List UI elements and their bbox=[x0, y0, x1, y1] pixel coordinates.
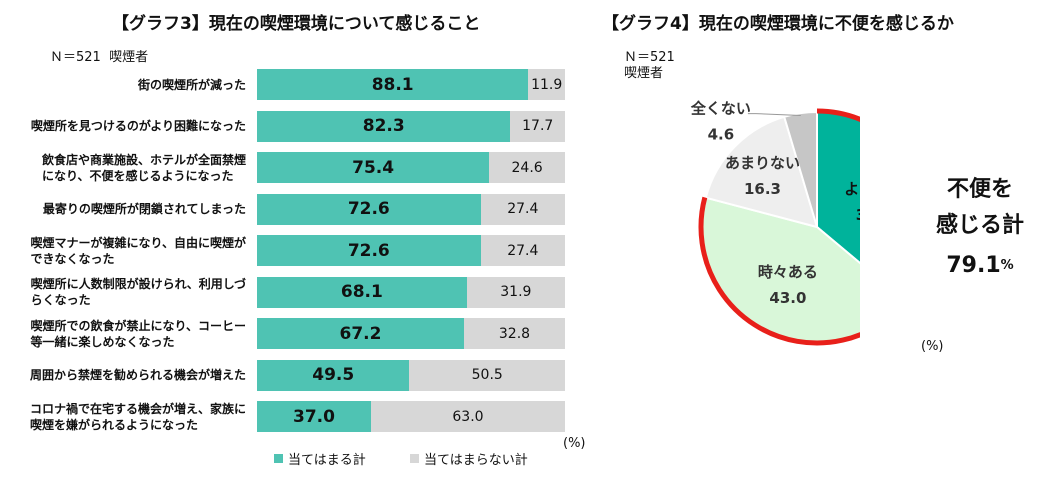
graph3-bar-row: 72.6 27.4 bbox=[257, 193, 565, 225]
graph3-sample-size: Ｎ＝521 bbox=[50, 50, 101, 65]
graph3-bar-row: 88.1 11.9 bbox=[257, 69, 565, 100]
graph3-bar-disagree: 31.9 bbox=[466, 276, 565, 308]
graph3-category-label: 飲食店や商業施設、ホテルが全面禁煙 になり、不便を感じるようになった bbox=[10, 149, 246, 186]
graph4-sample-size: Ｎ＝521 bbox=[624, 50, 675, 65]
graph3-category-label: 周囲から禁煙を勧められる機会が増えた bbox=[10, 357, 246, 394]
graph3-bar-row: 72.6 27.4 bbox=[257, 235, 565, 266]
graph3-legend-item-agree: 当てはまる計 bbox=[274, 449, 366, 468]
graph3-legend-item-disagree: 当てはまらない計 bbox=[410, 449, 528, 468]
graph4-leader-line bbox=[747, 113, 801, 116]
graph3-category-text: 周囲から禁煙を勧められる機会が増えた bbox=[29, 368, 246, 382]
graph3-bar-row: 49.5 50.5 bbox=[257, 359, 565, 391]
graph3-bar-disagree: 11.9 bbox=[528, 69, 565, 100]
graph4-summary: 不便を 感じる計 79.1% bbox=[930, 172, 1030, 284]
graph4-pie-slice bbox=[704, 115, 819, 229]
graph3-category-label: 最寄りの喫煙所が閉鎖されてしまった bbox=[10, 191, 246, 228]
graph3-bar-disagree: 17.7 bbox=[510, 110, 565, 142]
graph3-bar-disagree: 27.4 bbox=[480, 235, 565, 266]
graph4-slice-label: 時々ある bbox=[758, 263, 818, 281]
graph3-bar-disagree: 27.4 bbox=[480, 193, 565, 225]
graph4-sample-group: 喫煙者 bbox=[624, 66, 664, 81]
graph3-title: 【グラフ3】現在の喫煙環境について感じること bbox=[112, 14, 481, 34]
graph3-category-label: 喫煙所に人数制限が設けられ、利用しづ らくなった bbox=[10, 274, 246, 311]
graph3-category-text: 喫煙所に人数制限が設けられ、利用しづ らくなった bbox=[30, 277, 246, 307]
graph3-sample-group: 喫煙者 bbox=[109, 50, 149, 65]
graph4-summary-line2: 感じる計 bbox=[935, 213, 1024, 238]
graph3-legend-swatch-agree bbox=[274, 454, 283, 463]
graph3-bar-row: 37.0 63.0 bbox=[257, 401, 565, 432]
graph3-bar-disagree: 50.5 bbox=[409, 359, 565, 391]
graph4-slice-label: 全くない bbox=[690, 100, 751, 118]
graph3-bar-agree: 82.3 bbox=[257, 110, 511, 142]
graph4-highlight-ring bbox=[698, 108, 860, 346]
graph3-unit: (%) bbox=[563, 436, 586, 451]
graph4-unit: (%) bbox=[921, 339, 944, 354]
graph3-bar-agree: 72.6 bbox=[257, 193, 481, 225]
graph3-category-text: コロナ禍で在宅する機会が増え、家族に 喫煙を嫌がられるようになった bbox=[29, 401, 246, 432]
graph3-bar-agree: 49.5 bbox=[257, 359, 410, 391]
graph3-bar-agree: 72.6 bbox=[257, 235, 481, 266]
graph4-slice-value: 16.3 bbox=[744, 180, 781, 198]
graph3-bar-row: 68.1 31.9 bbox=[257, 276, 565, 308]
graph3-bar-agree: 37.0 bbox=[257, 401, 371, 432]
graph3-legend-label-agree: 当てはまる計 bbox=[288, 453, 366, 468]
graph4-slice-value: 4.6 bbox=[708, 126, 735, 144]
graph3-bar-disagree: 32.8 bbox=[463, 318, 565, 349]
graph3-category-text: 街の喫煙所が減った bbox=[137, 77, 246, 92]
graph3-category-text: 最寄りの喫煙所が閉鎖されてしまった bbox=[42, 202, 246, 216]
graph4-summary-value: 79.1 bbox=[946, 253, 1001, 278]
graph3-bar-agree: 88.1 bbox=[257, 69, 529, 100]
graph4-summary-total: 79.1% bbox=[930, 248, 1030, 284]
graph3-category-label: 喫煙マナーが複雑になり、自由に喫煙が できなくなった bbox=[10, 232, 246, 269]
graph3-bar-disagree: 24.6 bbox=[489, 152, 565, 183]
graph3-bar-agree: 75.4 bbox=[257, 152, 490, 183]
graph4-slice-value: 43.0 bbox=[769, 289, 806, 307]
graph4-slice-label: よくある bbox=[844, 180, 860, 198]
graph3-bar-row: 67.2 32.8 bbox=[257, 318, 565, 349]
graph3-bar-agree: 68.1 bbox=[257, 276, 467, 308]
graph3-category-label: 喫煙所での飲食が禁止になり、コーヒー 等一緒に楽しめなくなった bbox=[10, 315, 246, 352]
graph3-legend-label-disagree: 当てはまらない計 bbox=[424, 453, 528, 468]
graph3-category-text: 飲食店や商業施設、ホテルが全面禁煙 になり、不便を感じるようになった bbox=[41, 152, 246, 183]
graph4-pie-slice bbox=[782, 110, 818, 228]
graph3-bar-row: 75.4 24.6 bbox=[257, 152, 565, 183]
graph3-category-label: コロナ禍で在宅する機会が増え、家族に 喫煙を嫌がられるようになった bbox=[10, 398, 246, 435]
graph4-slice-value: 36.1 bbox=[856, 206, 860, 224]
graph3-bar-row: 82.3 17.7 bbox=[257, 110, 565, 142]
graph3-category-label: 街の喫煙所が減った bbox=[10, 66, 246, 103]
graph3-legend-swatch-disagree bbox=[410, 454, 419, 463]
graph4-summary-line1: 不便を bbox=[946, 177, 1013, 202]
graph3-category-text: 喫煙所での飲食が禁止になり、コーヒー 等一緒に楽しめなくなった bbox=[30, 318, 246, 349]
graph4-summary-unit: % bbox=[1000, 258, 1014, 273]
graph3-category-label: 喫煙所を見つけるのがより困難になった bbox=[10, 108, 246, 145]
graph4-title: 【グラフ4】現在の喫煙環境に不便を感じるか bbox=[602, 14, 954, 34]
graph3-bar-agree: 67.2 bbox=[257, 318, 464, 349]
graph4-pie-chart: よくある 36.1 時々ある 43.0 あまりない 16.3 全くない 4.6 bbox=[690, 100, 860, 346]
graph4-slice-label: あまりない bbox=[725, 154, 800, 172]
graph3-category-text: 喫煙マナーが複雑になり、自由に喫煙が できなくなった bbox=[30, 235, 246, 266]
graph3-bar-disagree: 63.0 bbox=[370, 401, 565, 432]
graph3-category-text: 喫煙所を見つけるのがより困難になった bbox=[30, 119, 246, 133]
graph3-sample-note: Ｎ＝521 喫煙者 bbox=[50, 50, 148, 66]
